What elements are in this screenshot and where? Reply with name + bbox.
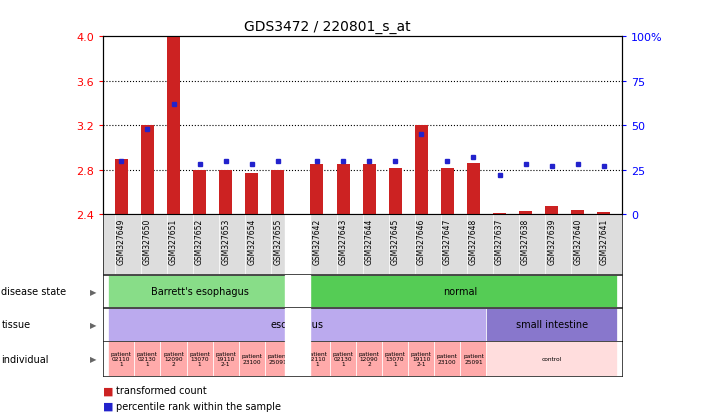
Bar	[304, 342, 330, 376]
Bar	[493, 214, 506, 215]
Text: GSM327646: GSM327646	[417, 218, 426, 264]
Bar	[304, 275, 617, 308]
Text: tissue: tissue	[1, 320, 31, 330]
Text: GSM327644: GSM327644	[365, 218, 373, 264]
Bar	[441, 168, 454, 215]
Bar	[330, 342, 356, 376]
Bar	[363, 165, 375, 215]
Bar	[167, 37, 180, 215]
Text: GSM327637: GSM327637	[495, 218, 504, 264]
Text: percentile rank within the sample: percentile rank within the sample	[116, 401, 281, 411]
Text: GSM327640: GSM327640	[573, 218, 582, 264]
Text: GSM327639: GSM327639	[547, 218, 556, 264]
Bar	[213, 342, 239, 376]
Text: small intestine: small intestine	[515, 320, 588, 330]
Bar	[311, 165, 324, 215]
Text: individual: individual	[1, 354, 49, 364]
Text: GSM327643: GSM327643	[338, 218, 348, 264]
Text: GSM327638: GSM327638	[521, 218, 530, 264]
Text: patient
13070
1: patient 13070 1	[385, 351, 406, 367]
Bar	[186, 342, 213, 376]
Bar	[219, 170, 232, 215]
Text: patient
02110
1: patient 02110 1	[111, 351, 132, 367]
Text: GSM327645: GSM327645	[391, 218, 400, 264]
Text: transformed count: transformed count	[116, 385, 207, 395]
Bar	[284, 275, 310, 308]
Text: patient
19110
2-1: patient 19110 2-1	[215, 351, 236, 367]
Bar	[239, 342, 264, 376]
Bar	[272, 170, 284, 215]
Text: ▶: ▶	[90, 287, 96, 296]
Bar	[284, 309, 310, 341]
Text: GSM327647: GSM327647	[443, 218, 452, 264]
Text: GSM327655: GSM327655	[273, 218, 282, 264]
Bar	[486, 342, 617, 376]
Text: Barrett's esophagus: Barrett's esophagus	[151, 287, 249, 297]
Bar	[108, 309, 486, 341]
Text: GSM327642: GSM327642	[312, 218, 321, 264]
Bar	[115, 159, 128, 215]
Bar	[486, 309, 617, 341]
Text: GSM327649: GSM327649	[117, 218, 126, 264]
Bar	[134, 342, 161, 376]
Bar	[383, 342, 408, 376]
Text: patient
12090
2: patient 12090 2	[358, 351, 380, 367]
Bar	[571, 210, 584, 215]
Text: patient
25091: patient 25091	[463, 354, 484, 364]
Bar	[545, 207, 558, 215]
Text: patient
23100: patient 23100	[437, 354, 458, 364]
Text: GSM327654: GSM327654	[247, 218, 256, 264]
Text: esophagus: esophagus	[271, 320, 324, 330]
Text: patient
02130
1: patient 02130 1	[137, 351, 158, 367]
Bar	[108, 275, 291, 308]
Text: GSM327650: GSM327650	[143, 218, 152, 264]
Text: patient
23100: patient 23100	[241, 354, 262, 364]
Text: ■: ■	[103, 401, 114, 411]
Bar	[193, 170, 206, 215]
Bar	[161, 342, 186, 376]
Text: patient
02130
1: patient 02130 1	[333, 351, 353, 367]
Text: GSM327641: GSM327641	[599, 218, 609, 264]
Text: normal: normal	[443, 287, 478, 297]
Text: ▶: ▶	[90, 354, 96, 363]
Bar	[408, 342, 434, 376]
Text: patient
12090
2: patient 12090 2	[163, 351, 184, 367]
Bar	[519, 211, 532, 215]
Bar	[434, 342, 461, 376]
Text: ▶: ▶	[90, 320, 96, 329]
Bar	[467, 164, 480, 215]
Text: GDS3472 / 220801_s_at: GDS3472 / 220801_s_at	[244, 20, 410, 34]
Bar	[597, 213, 610, 215]
Text: ■: ■	[103, 385, 114, 395]
Bar	[284, 342, 310, 376]
Bar	[356, 342, 383, 376]
Bar	[461, 342, 486, 376]
Text: patient
19110
2-1: patient 19110 2-1	[411, 351, 432, 367]
Text: control: control	[542, 356, 562, 361]
Text: GSM327651: GSM327651	[169, 218, 178, 264]
Bar	[336, 165, 350, 215]
Text: GSM327652: GSM327652	[195, 218, 204, 264]
Text: patient
25091: patient 25091	[267, 354, 288, 364]
Bar	[264, 342, 291, 376]
Bar	[389, 168, 402, 215]
Text: patient
02110
1: patient 02110 1	[306, 351, 327, 367]
Text: GSM327648: GSM327648	[469, 218, 478, 264]
Bar	[245, 174, 258, 215]
Bar	[415, 126, 428, 215]
Text: patient
13070
1: patient 13070 1	[189, 351, 210, 367]
Bar	[141, 126, 154, 215]
Bar	[108, 342, 134, 376]
Text: GSM327653: GSM327653	[221, 218, 230, 264]
Text: disease state: disease state	[1, 287, 67, 297]
Bar	[284, 215, 310, 275]
